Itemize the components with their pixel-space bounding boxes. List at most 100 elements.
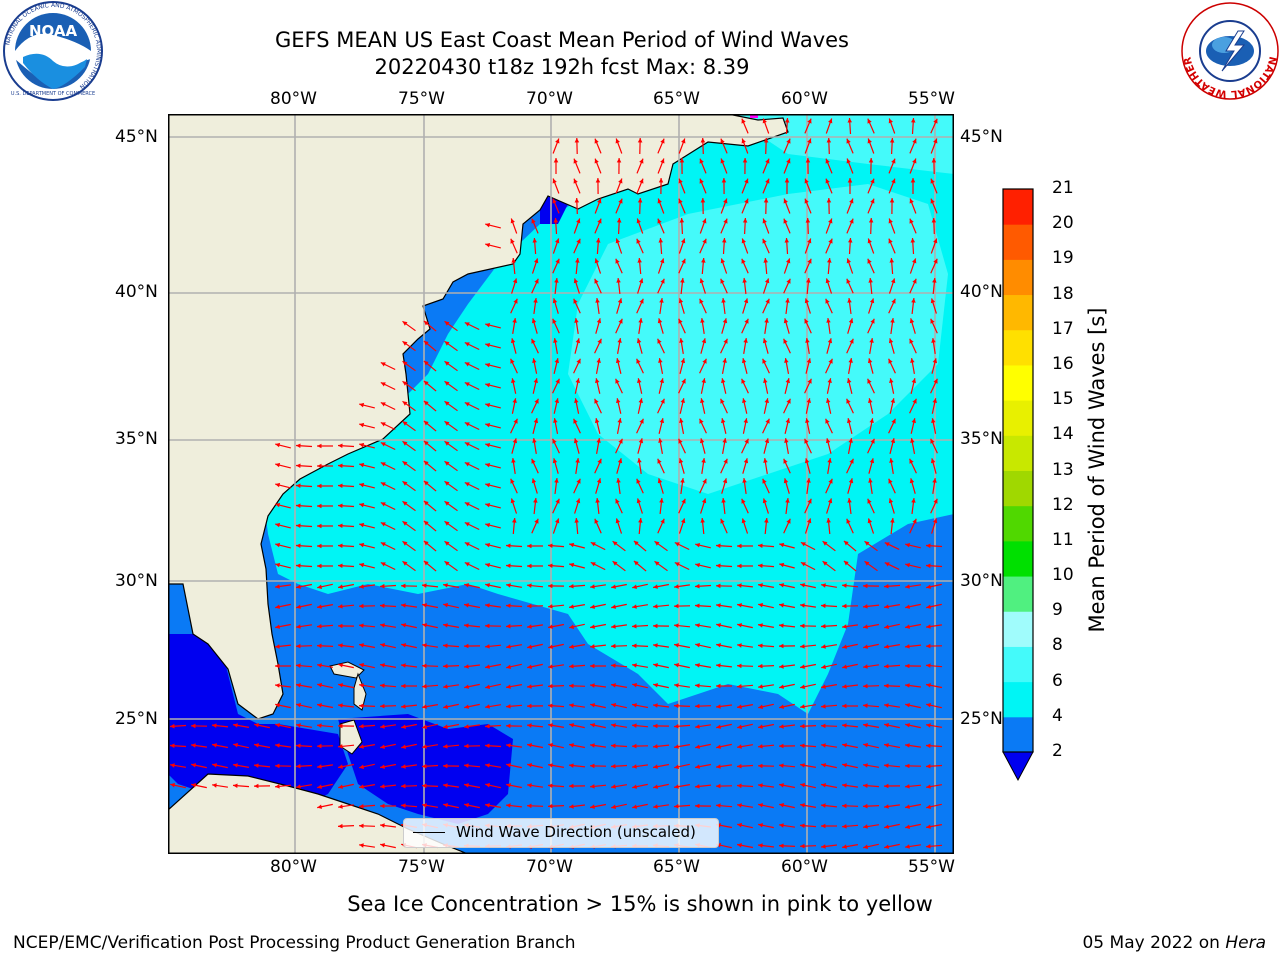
wind-wave-arrow-head: [654, 541, 660, 546]
wind-wave-arrow-head: [931, 418, 936, 423]
lon-label-bottom: 55°W: [908, 857, 955, 877]
wind-wave-arrow-head: [779, 823, 784, 828]
wind-wave-arrow-head: [910, 178, 916, 183]
wind-wave-arrow-head: [926, 624, 931, 629]
wind-wave-arrow-head: [616, 158, 622, 163]
wind-wave-arrow-head: [783, 218, 788, 224]
map-plot[interactable]: [168, 114, 954, 854]
wind-wave-arrow-head: [401, 663, 406, 668]
legend-line-swatch: [413, 832, 445, 833]
wind-wave-arrow-head: [317, 683, 322, 688]
wind-wave-arrow-head: [905, 644, 910, 649]
wind-wave-arrow-head: [552, 438, 557, 444]
wind-wave-arrow-head: [863, 783, 868, 788]
wind-wave-arrow-head: [674, 744, 679, 749]
wind-wave-arrow-head: [402, 321, 408, 326]
wind-wave-arrow-head: [674, 724, 679, 729]
wind-wave-arrow-head: [758, 563, 763, 568]
wind-wave-arrow-head: [338, 443, 343, 448]
wind-wave-arrow-head: [825, 438, 831, 444]
wind-wave-arrow-head: [464, 322, 470, 327]
wind-wave-arrow-head: [380, 522, 386, 527]
colorbar-cell: [1003, 611, 1033, 647]
wind-wave-arrow-head: [531, 478, 537, 484]
wind-wave-arrow-head: [422, 724, 427, 729]
wind-wave-arrow-head: [678, 198, 683, 204]
wind-wave-arrow-head: [359, 643, 364, 648]
wind-wave-arrow-head: [296, 463, 301, 468]
wind-wave-arrow-head: [506, 763, 511, 768]
wind-wave-arrow-head: [699, 418, 704, 424]
wind-wave-arrow-head: [359, 442, 365, 448]
wind-wave-arrow-head: [443, 663, 448, 669]
wind-wave-arrow-head: [847, 418, 852, 424]
wind-wave-arrow-head: [359, 482, 365, 488]
wind-wave-arrow-head: [783, 458, 788, 464]
wind-wave-arrow-head: [702, 218, 707, 224]
wind-wave-arrow-head: [848, 238, 853, 243]
wind-wave-arrow-head: [657, 318, 663, 324]
wind-wave-arrow-head: [616, 478, 621, 483]
wind-wave-arrow-head: [741, 138, 746, 144]
colorbar-cell: [1003, 540, 1033, 577]
wind-wave-arrow-head: [911, 118, 916, 123]
wind-wave-arrow-head: [786, 398, 791, 404]
colorbar-cell: [1003, 505, 1033, 542]
wind-wave-arrow-head: [784, 238, 789, 243]
wind-wave-arrow-head: [884, 703, 889, 708]
wind-wave-arrow-head: [548, 644, 553, 649]
wind-wave-arrow-head: [695, 683, 700, 688]
wind-wave-arrow-head: [444, 321, 450, 326]
wind-wave-arrow-head: [401, 704, 406, 709]
colorbar-tick-label: 19: [1052, 248, 1074, 269]
wind-wave-arrow-head: [594, 258, 599, 264]
wind-wave-arrow-head: [911, 498, 916, 503]
wind-wave-arrow-head: [553, 218, 559, 223]
colorbar-cell: [1003, 646, 1033, 683]
wind-wave-arrow-head: [800, 803, 805, 808]
wind-wave-arrow-head: [930, 318, 935, 324]
wind-wave-arrow-head: [828, 238, 833, 244]
wind-wave-arrow-head: [423, 560, 429, 566]
wind-wave-arrow-head: [464, 542, 470, 547]
wind-wave-arrow-head: [884, 562, 890, 567]
wind-wave-arrow-head: [485, 543, 491, 548]
wind-wave-arrow-head: [695, 663, 700, 668]
wind-wave-arrow-head: [527, 583, 532, 588]
wind-wave-arrow-head: [464, 783, 469, 788]
wind-wave-arrow-head: [317, 624, 322, 629]
wind-wave-arrow-head: [464, 603, 469, 608]
wind-wave-arrow-head: [807, 498, 812, 504]
wind-wave-arrow-head: [804, 298, 810, 304]
wind-wave-arrow-head: [618, 198, 623, 204]
wind-wave-arrow-head: [821, 823, 826, 829]
wind-wave-arrow-head: [926, 663, 931, 668]
wind-wave-arrow-head: [889, 378, 894, 383]
wind-wave-arrow-head: [806, 358, 812, 364]
wind-wave-arrow-head: [800, 843, 805, 849]
wind-wave-arrow-head: [825, 178, 830, 184]
colorbar-tick-label: 16: [1052, 353, 1074, 374]
wind-wave-arrow-head: [863, 803, 868, 809]
wind-wave-arrow-head: [402, 361, 408, 366]
wind-wave-arrow-head: [911, 298, 916, 303]
wind-wave-arrow-head: [548, 723, 553, 728]
colorbar-under-arrow: [1002, 751, 1034, 782]
colorbar-tick-label: 8: [1052, 635, 1063, 656]
noaa-ring-text-bottom: U.S. DEPARTMENT OF COMMERCE: [11, 91, 95, 97]
wind-wave-arrow-head: [863, 583, 868, 589]
wind-wave-arrow-head: [296, 604, 301, 609]
wind-wave-arrow-head: [402, 461, 408, 466]
wind-wave-arrow-head: [653, 804, 658, 809]
colorbar-frame: [1002, 188, 1034, 753]
lon-label-bottom: 80°W: [270, 857, 317, 877]
wind-wave-arrow-head: [905, 723, 910, 728]
wind-wave-arrow-head: [633, 560, 639, 566]
wind-wave-arrow-head: [296, 543, 301, 548]
wind-wave-arrow-head: [888, 358, 893, 364]
wind-wave-arrow-head: [846, 138, 851, 144]
wind-wave-arrow-head: [758, 763, 763, 769]
wind-wave-arrow-head: [842, 624, 847, 629]
wind-wave-arrow-head: [926, 824, 931, 829]
wind-wave-arrow-head: [926, 703, 931, 708]
